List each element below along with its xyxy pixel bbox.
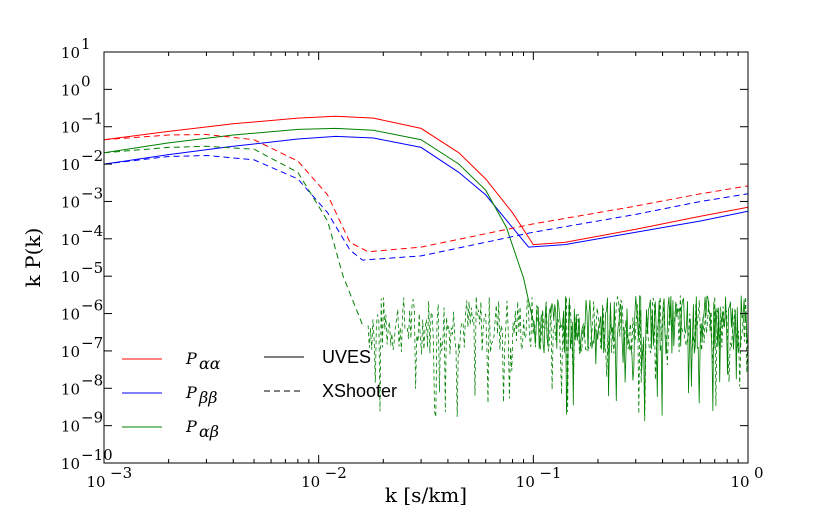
y-tick-label: 10 <box>61 193 80 211</box>
y-tick-label: 10 <box>61 119 80 137</box>
legend-label-subscript: αβ <box>199 422 219 441</box>
x-tick-label: 10 <box>516 473 535 491</box>
y-tick-exponent: −8 <box>81 371 103 389</box>
series-line-ab-uves <box>103 127 534 322</box>
y-tick-label: 10 <box>61 343 80 361</box>
legend-label: UVES <box>322 347 371 367</box>
legend-label-subscript: αα <box>199 354 221 373</box>
legend-label: P <box>185 349 197 368</box>
series-noise-ab-uves <box>532 295 749 416</box>
series-noise-ab-xshooter <box>367 295 749 422</box>
x-tick-label: 10 <box>86 473 105 491</box>
axes-frame <box>103 51 749 464</box>
x-tick-exponent: −2 <box>325 464 347 482</box>
y-tick-exponent: −1 <box>81 110 103 128</box>
y-tick-label: 10 <box>61 81 80 99</box>
y-tick-label: 10 <box>61 44 80 62</box>
legend-label: P <box>185 383 197 402</box>
plot-area <box>103 115 749 422</box>
y-tick-exponent: −6 <box>81 297 103 315</box>
series-line-ab-xshooter <box>103 145 363 325</box>
y-tick-exponent: −7 <box>81 334 103 352</box>
y-tick-exponent: −9 <box>81 409 103 427</box>
series-line-aa-uves <box>103 115 749 246</box>
x-tick-label: 10 <box>730 473 749 491</box>
y-tick-exponent: −2 <box>81 147 103 165</box>
y-tick-label: 10 <box>61 231 80 249</box>
x-tick-exponent: 0 <box>754 464 764 482</box>
x-axis-label: k [s/km] <box>385 483 467 507</box>
y-axis-label: k P(k) <box>21 228 45 288</box>
y-tick-label: 10 <box>61 156 80 174</box>
series-line-bb-uves <box>103 135 749 248</box>
y-tick-exponent: −5 <box>81 259 103 277</box>
series-line-aa-xshooter <box>103 133 749 253</box>
legend-label: P <box>185 417 197 436</box>
y-tick-exponent: −10 <box>81 446 113 464</box>
y-tick-exponent: −3 <box>81 184 103 202</box>
y-tick-label: 10 <box>61 380 80 398</box>
y-tick-label: 10 <box>61 455 80 473</box>
series-line-bb-xshooter <box>103 154 749 261</box>
x-tick-exponent: −3 <box>110 464 132 482</box>
y-tick-exponent: 1 <box>81 35 91 53</box>
y-tick-label: 10 <box>61 418 80 436</box>
legend-label: XShooter <box>322 381 397 401</box>
y-tick-exponent: −4 <box>81 222 103 240</box>
y-tick-label: 10 <box>61 306 80 324</box>
x-tick-exponent: −1 <box>539 464 561 482</box>
legend-label-subscript: ββ <box>198 388 218 407</box>
axis-labels: k [s/km] k P(k) <box>21 228 467 507</box>
y-tick-label: 10 <box>61 268 80 286</box>
x-tick-label: 10 <box>301 473 320 491</box>
y-tick-exponent: 0 <box>81 72 91 90</box>
